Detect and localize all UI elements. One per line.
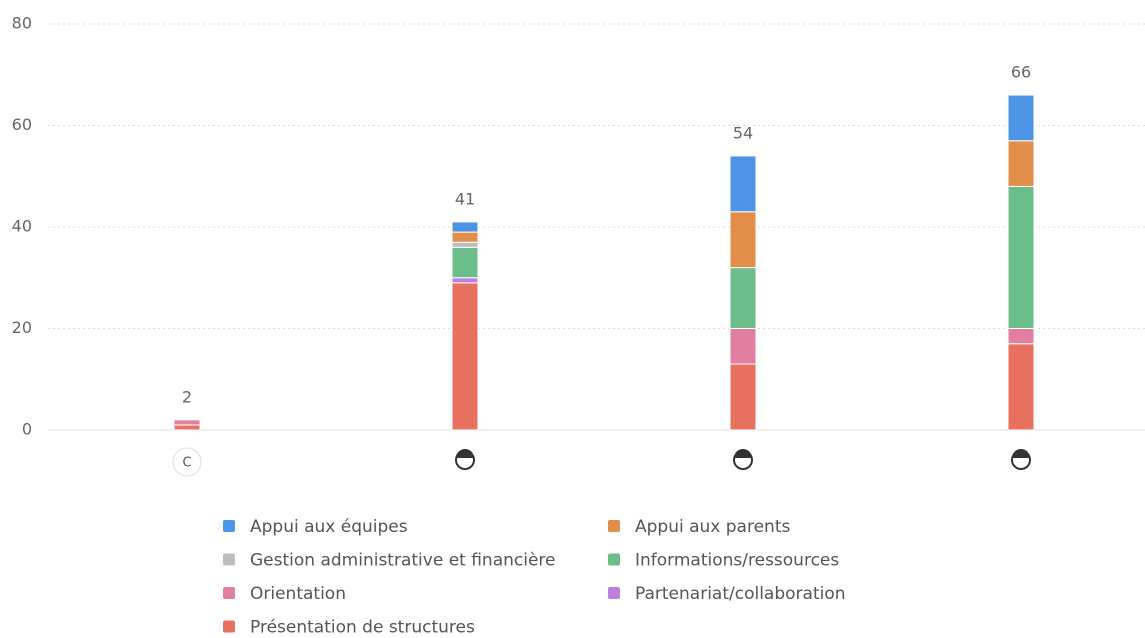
legend: Appui aux équipes Appui aux parents Gestio… — [223, 517, 846, 638]
avatar-hair — [1012, 449, 1030, 458]
bar-segment — [1007, 185, 1035, 329]
total-label: 66 — [1011, 63, 1031, 82]
bar-segment — [1007, 140, 1035, 187]
y-tick-label: 60 — [12, 115, 32, 134]
legend-swatch — [223, 520, 235, 532]
legend-label: Partenariat/collaboration — [635, 584, 846, 604]
legend-label: Informations/ressources — [635, 551, 839, 571]
legend-swatch — [608, 520, 620, 532]
avatar-hair — [456, 449, 474, 458]
y-tick-label: 0 — [22, 420, 32, 439]
legend-label: Appui aux parents — [635, 517, 790, 537]
bar-segment — [729, 211, 757, 269]
legend-label: Orientation — [250, 584, 346, 604]
bar-segment — [451, 277, 479, 284]
bar-segment — [729, 267, 757, 330]
bar-segment — [1007, 94, 1035, 142]
legend-swatch — [223, 553, 235, 566]
legend-swatch — [608, 587, 620, 599]
bar-segment — [451, 231, 479, 243]
total-label: 41 — [455, 189, 475, 208]
y-tick-label: 40 — [12, 217, 32, 236]
bar-segment — [451, 241, 479, 248]
y-tick-label: 20 — [12, 318, 32, 337]
total-label: 54 — [733, 123, 753, 142]
bar-segment — [1007, 343, 1035, 431]
bar-segment — [451, 246, 479, 279]
legend-label: Gestion administrative et financière — [250, 551, 556, 571]
bar-segment — [451, 221, 479, 233]
bar-segment — [1007, 328, 1035, 345]
bar-segment — [173, 419, 201, 426]
bar-segment — [729, 363, 757, 431]
legend-swatch — [223, 620, 235, 633]
bar-segment — [729, 328, 757, 365]
total-label: 2 — [182, 387, 192, 406]
bar-segment — [451, 282, 479, 431]
legend-swatch — [223, 587, 235, 599]
legend-label: Appui aux équipes — [250, 517, 408, 537]
legend-label: Présentation de structures — [250, 618, 475, 635]
avatar-hair — [734, 449, 752, 458]
y-tick-label: 80 — [12, 14, 32, 33]
avatar — [172, 447, 202, 477]
bar-segment — [729, 155, 757, 213]
legend-swatch — [608, 553, 620, 566]
bar-segment — [173, 424, 201, 431]
x-tick-label: C — [182, 456, 191, 471]
